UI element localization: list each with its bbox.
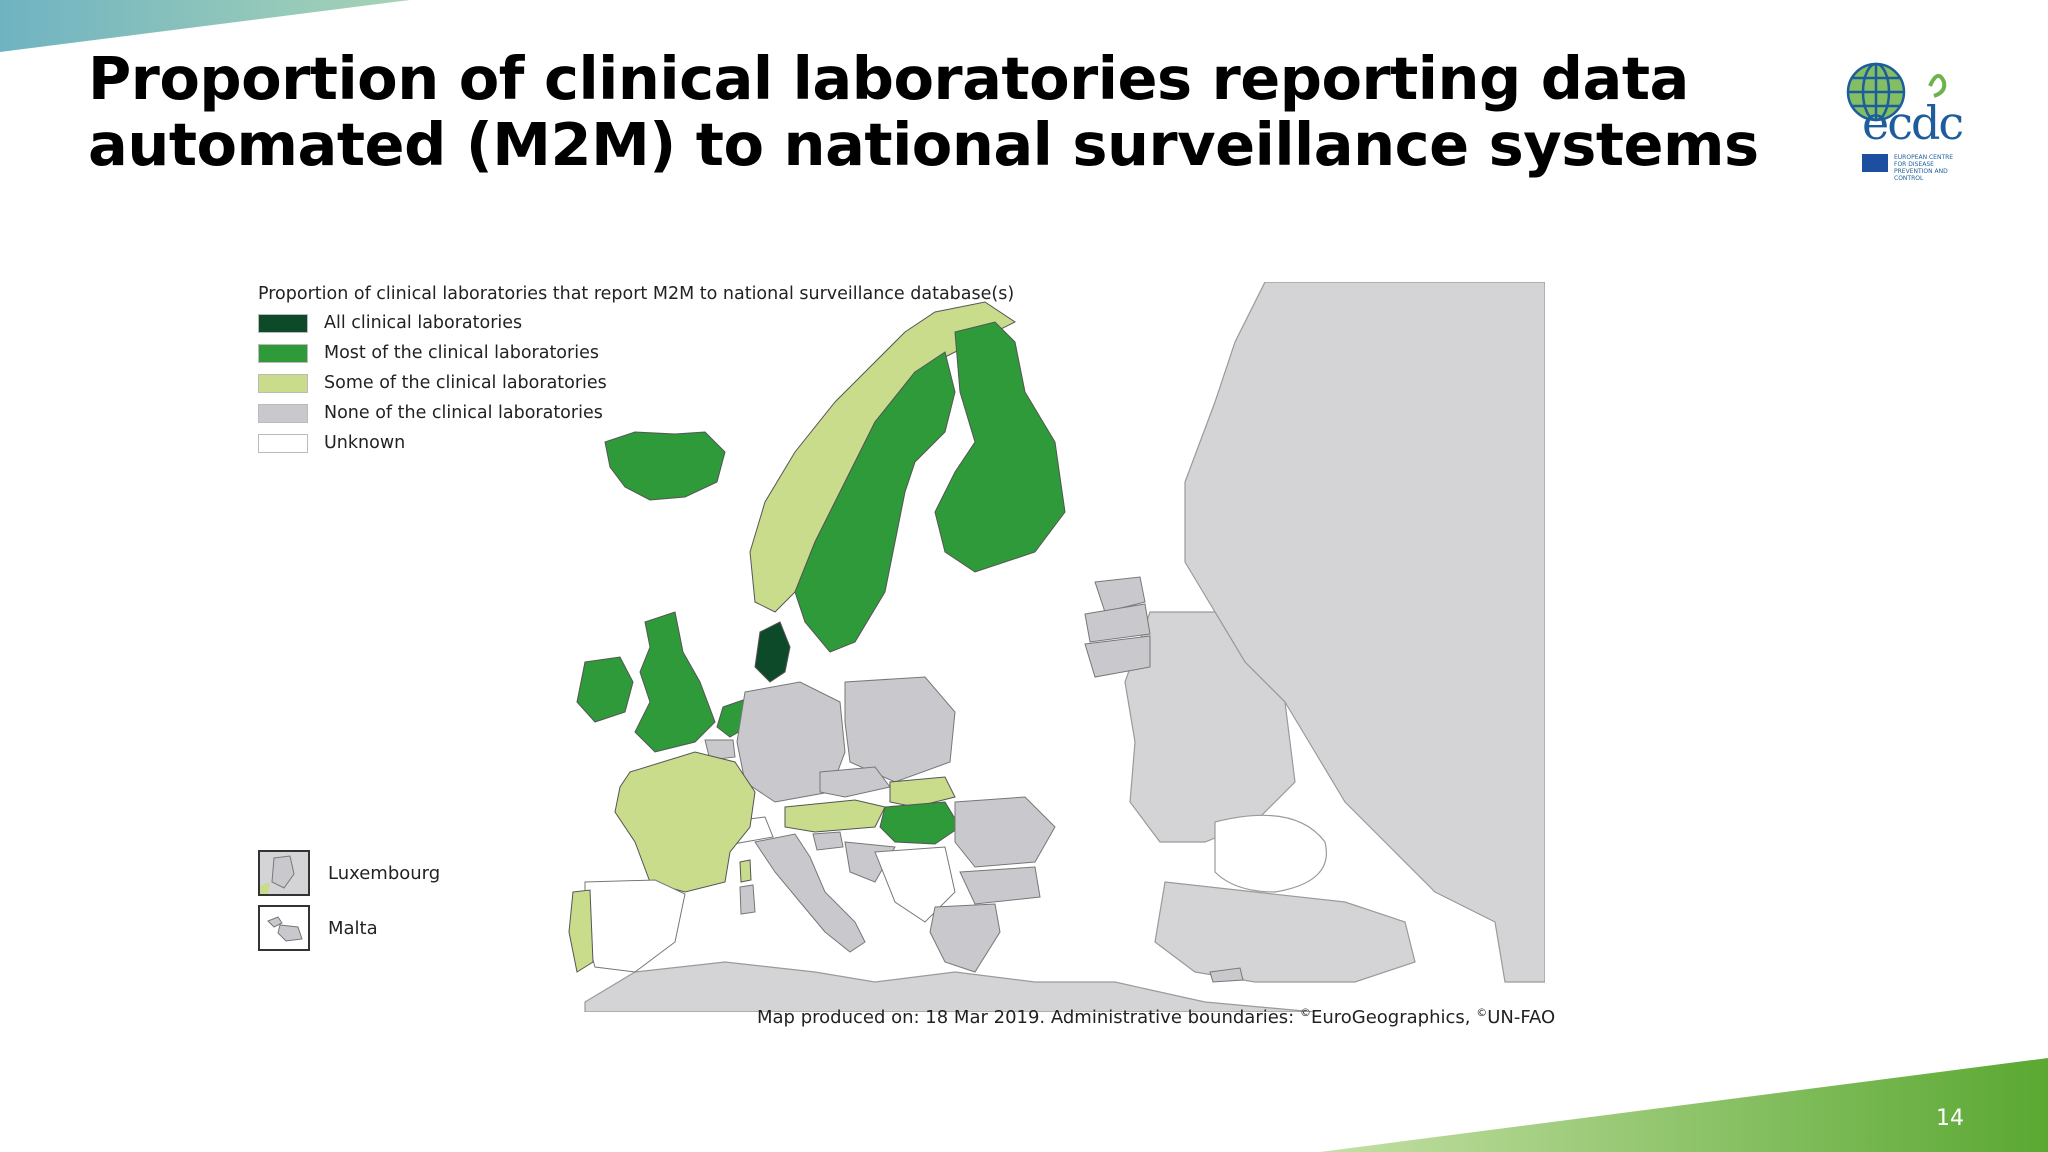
region-greece: [929, 903, 1001, 973]
legend-swatch: [258, 313, 308, 333]
region-uk: [634, 611, 716, 753]
region-poland: [844, 676, 956, 783]
legend-label: All clinical laboratories: [324, 313, 523, 333]
region-turkey: [1154, 881, 1416, 983]
inset-map-luxembourg: [258, 850, 310, 896]
legend-item: Unknown: [258, 428, 1014, 458]
inset-label: Malta: [328, 917, 378, 939]
region-italy: [754, 833, 866, 953]
region-lithuania: [1084, 635, 1151, 678]
legend-item: Some of the clinical laboratories: [258, 368, 1014, 398]
region-ireland: [576, 656, 634, 723]
europe-map: [255, 282, 1545, 1012]
copyright-mark: ©: [1476, 1006, 1488, 1019]
top-left-accent: [0, 0, 410, 52]
ecdc-logo: ecdc European Centre for Disease Prevent…: [1832, 56, 1972, 184]
black-sea: [1214, 814, 1327, 893]
region-latvia: [1084, 603, 1151, 643]
page-number: 14: [1936, 1106, 1964, 1131]
region-finland: [934, 321, 1066, 573]
region-austria: [784, 799, 886, 833]
region-belgium: [704, 739, 736, 761]
legend-item: All clinical laboratories: [258, 308, 1014, 338]
region-romania: [954, 796, 1056, 868]
inset-map-malta: [258, 905, 310, 951]
region-estonia: [1094, 576, 1146, 613]
region-corsica: [739, 859, 752, 883]
region-portugal: [568, 889, 594, 973]
region-cyprus: [1209, 967, 1244, 983]
logo-wordmark: ecdc: [1862, 96, 1964, 150]
credit-source-2: UN-FAO: [1487, 1007, 1556, 1028]
legend-swatch: [258, 403, 308, 423]
legend-swatch: [258, 433, 308, 453]
map-credit: Map produced on: 18 Mar 2019. Administra…: [757, 1006, 1555, 1028]
legend-title: Proportion of clinical laboratories that…: [258, 284, 1015, 304]
region-russia: [1184, 282, 1545, 983]
copyright-mark: ©: [1299, 1006, 1311, 1019]
region-slovakia: [889, 776, 956, 808]
legend-label: Unknown: [324, 433, 406, 453]
region-north-africa: [584, 961, 1316, 1012]
globe-icon: [1846, 62, 1947, 122]
region-france: [614, 751, 756, 893]
region-sweden: [794, 351, 956, 653]
region-iceland: [604, 431, 726, 501]
region-denmark: [754, 621, 791, 683]
legend-swatch: [258, 373, 308, 393]
inset-luxembourg: Luxembourg: [258, 850, 440, 896]
legend-item: None of the clinical laboratories: [258, 398, 1014, 428]
legend-label: Some of the clinical laboratories: [324, 373, 607, 393]
region-slovenia: [812, 831, 844, 851]
region-bulgaria: [959, 866, 1041, 905]
credit-source-1: EuroGeographics,: [1310, 1007, 1477, 1028]
legend-item: Most of the clinical laboratories: [258, 338, 1014, 368]
legend-label: None of the clinical laboratories: [324, 403, 603, 423]
slide-title: Proportion of clinical laboratories repo…: [88, 44, 1759, 179]
legend-label: Most of the clinical laboratories: [324, 343, 599, 363]
map-legend: Proportion of clinical laboratories that…: [258, 284, 1014, 458]
region-hungary: [879, 801, 961, 845]
legend-swatch: [258, 343, 308, 363]
region-sardinia: [739, 884, 756, 915]
eu-flag-icon: [1862, 154, 1888, 172]
inset-malta: Malta: [258, 905, 378, 951]
inset-label: Luxembourg: [328, 862, 441, 884]
credit-prefix: Map produced on: 18 Mar 2019. Administra…: [757, 1007, 1300, 1028]
region-czechia: [819, 766, 891, 798]
logo-subtitle: European Centre for Disease Prevention a…: [1894, 154, 1954, 182]
